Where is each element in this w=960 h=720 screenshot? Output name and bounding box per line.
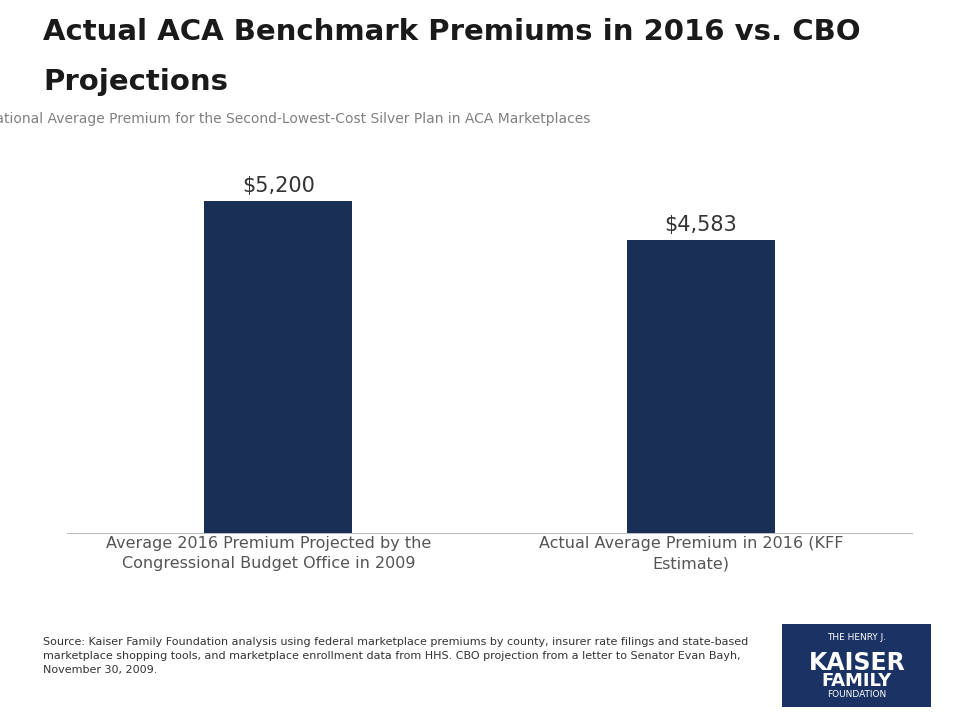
Text: $5,200: $5,200: [242, 176, 315, 196]
Text: Actual ACA Benchmark Premiums in 2016 vs. CBO: Actual ACA Benchmark Premiums in 2016 vs…: [43, 18, 861, 46]
Bar: [627, 240, 775, 533]
Text: National Average Premium for the Second-Lowest-Cost Silver Plan in ACA Marketpla: National Average Premium for the Second-…: [0, 112, 590, 125]
Text: FOUNDATION: FOUNDATION: [828, 690, 886, 700]
Text: Source: Kaiser Family Foundation analysis using federal marketplace premiums by : Source: Kaiser Family Foundation analysi…: [43, 637, 749, 675]
Bar: [204, 201, 352, 533]
Text: $4,583: $4,583: [664, 215, 737, 235]
Text: THE HENRY J.: THE HENRY J.: [828, 632, 886, 642]
Text: FAMILY: FAMILY: [822, 672, 892, 690]
Text: Projections: Projections: [43, 68, 228, 96]
Text: Actual Average Premium in 2016 (KFF
Estimate): Actual Average Premium in 2016 (KFF Esti…: [539, 536, 844, 571]
Text: Average 2016 Premium Projected by the
Congressional Budget Office in 2009: Average 2016 Premium Projected by the Co…: [107, 536, 431, 571]
Text: KAISER: KAISER: [808, 651, 905, 675]
